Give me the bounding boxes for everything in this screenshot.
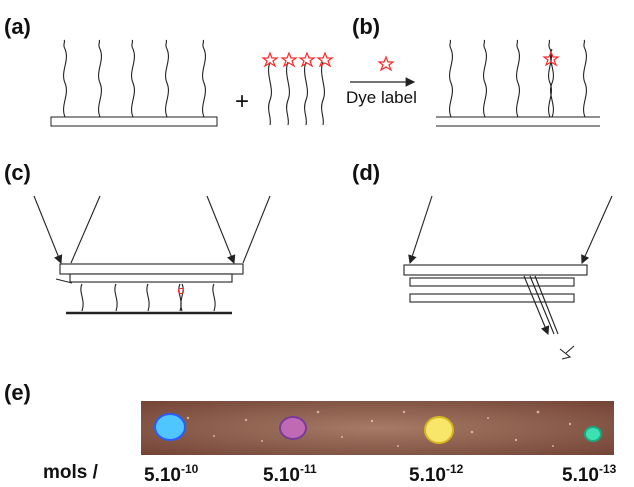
concentration-exponent: -11 — [299, 462, 317, 476]
target-strands — [261, 51, 334, 126]
prism-slab — [59, 263, 244, 275]
concentration-label: 5.10-10 — [144, 462, 198, 487]
plus-sign: + — [235, 88, 250, 115]
fluorescence-strip — [141, 401, 614, 455]
target-strand — [304, 61, 308, 126]
panel-c-diagram — [33, 195, 271, 315]
panel-label-d: (d) — [352, 160, 381, 185]
probe-strand — [98, 39, 102, 118]
arrow-caption: Dye label — [346, 88, 417, 107]
dye-star-icon — [542, 50, 560, 67]
panel-label-a: (a) — [4, 14, 31, 39]
prism-slab — [403, 264, 588, 276]
concentration-exponent: -10 — [180, 462, 199, 476]
panel-b-diagram — [436, 39, 600, 127]
panel-a-diagram — [50, 39, 218, 127]
fluorescent-spot — [424, 416, 454, 444]
dye-star-icon — [177, 287, 185, 295]
concentration-base: 5.10 — [409, 465, 446, 486]
dye-star-icon — [377, 55, 395, 72]
probe-strand — [516, 39, 520, 118]
probe-strand — [449, 39, 453, 118]
panel-e-strip — [141, 401, 614, 455]
probe-strand — [212, 283, 216, 312]
reaction-arrow — [350, 55, 416, 87]
concentration-exponent: -13 — [598, 462, 617, 476]
hybrid-strand — [180, 283, 184, 312]
probe-strand — [583, 39, 587, 118]
concentration-prefix: mols / — [43, 462, 98, 483]
concentration-base: 5.10 — [562, 465, 599, 486]
probe-strand — [131, 39, 135, 118]
hybrid-strand — [548, 39, 552, 118]
target-strand — [286, 61, 290, 126]
glass-slide — [409, 277, 575, 287]
substrate-a — [50, 116, 218, 127]
target-strand — [268, 61, 272, 126]
probe-strand — [202, 39, 206, 118]
fluorescent-spot — [279, 416, 307, 440]
concentration-base: 5.10 — [263, 465, 300, 486]
probe-strand — [483, 39, 487, 118]
dye-star-icon — [261, 51, 279, 68]
concentration-base: 5.10 — [144, 465, 181, 486]
probe-strand — [165, 39, 169, 118]
dye-star-icon — [280, 51, 298, 68]
panel-label-e: (e) — [4, 380, 31, 405]
fluorescent-spot — [154, 413, 186, 441]
probe-strand — [80, 283, 84, 312]
fluorescent-spot — [584, 426, 602, 442]
glass-slide — [409, 293, 575, 303]
eye-detector-icon — [559, 345, 575, 360]
probe-strand — [146, 283, 150, 312]
hybrid-strand — [550, 48, 554, 118]
hybrid-strand — [178, 283, 182, 312]
concentration-exponent: -12 — [445, 462, 464, 476]
dye-star-icon — [316, 51, 334, 68]
concentration-row: mols / 5.10-10 5.10-11 5.10-12 5.10-13 — [0, 462, 634, 486]
panel-d-diagram — [403, 195, 613, 360]
concentration-label: 5.10-13 — [562, 462, 616, 487]
probe-strand — [63, 39, 67, 118]
panel-label-b: (b) — [352, 14, 381, 39]
concentration-label: 5.10-11 — [263, 462, 317, 487]
probe-strand — [114, 283, 118, 312]
dye-star-icon — [298, 51, 316, 68]
glass-slide — [69, 273, 233, 283]
panel-label-c: (c) — [4, 160, 31, 185]
target-strand — [321, 61, 325, 126]
concentration-label: 5.10-12 — [409, 462, 463, 487]
